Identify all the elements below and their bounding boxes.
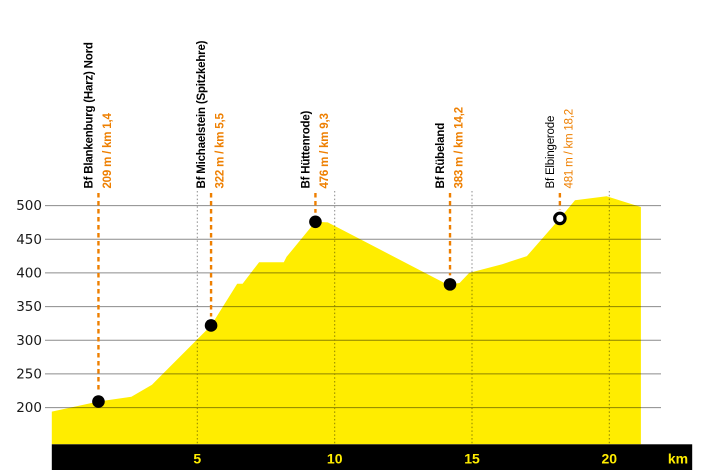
station-elbingerode: Bf Elbingerode 481 m / km 18,2: [545, 109, 575, 226]
x-axis-tick-10: 10: [327, 451, 343, 467]
station-huettenrode: Bf Hüttenrode) 476 m / km 9,3: [300, 110, 331, 229]
y-axis-tick-350: 350: [16, 299, 42, 315]
y-axis-tick-300: 300: [16, 333, 42, 349]
elevation-area: [51, 196, 641, 445]
station-name-label: Bf Michaelstein (Spitzkehre): [196, 40, 208, 188]
station-elevation-km-label: 383 m / km 14,2: [454, 107, 466, 188]
station-name-label: Bf Blankenburg (Harz) Nord: [83, 42, 95, 188]
km-axis-bar: [51, 444, 693, 470]
station-elevation-km-label: 476 m / km 9,3: [319, 113, 331, 188]
station-elevation-km-label: 209 m / km 1,4: [102, 113, 114, 189]
station-name-label: Bf Elbingerode: [545, 116, 557, 189]
y-axis-tick-450: 450: [16, 232, 42, 248]
x-axis-unit-label: km: [668, 451, 688, 467]
y-axis-tick-400: 400: [16, 265, 42, 281]
x-axis-tick-5: 5: [193, 451, 201, 467]
station-marker-filled: [309, 215, 322, 229]
station-marker-filled: [92, 395, 105, 408]
gridlines: [45, 191, 661, 445]
station-name-label: Bf Hüttenrode): [300, 110, 312, 188]
station-marker-filled: [204, 319, 218, 332]
station-name-label: Bf Rübeland: [435, 123, 447, 189]
y-axis-tick-200: 200: [16, 400, 42, 416]
station-elevation-km-label: 481 m / km 18,2: [563, 109, 575, 188]
y-axis-tick-500: 500: [16, 198, 42, 214]
station-marker-open: [553, 211, 567, 226]
y-axis-tick-250: 250: [16, 366, 42, 382]
x-axis-tick-20: 20: [602, 451, 618, 467]
station-marker-filled: [443, 278, 457, 291]
station-elevation-km-label: 322 m / km 5,5: [215, 113, 227, 189]
x-axis-tick-15: 15: [464, 451, 480, 467]
station-blankenburg: Bf Blankenburg (Harz) Nord 209 m / km 1,4: [83, 42, 114, 408]
station-ruebeland: Bf Rübeland 383 m / km 14,2: [435, 107, 466, 291]
station-michaelstein: Bf Michaelstein (Spitzkehre) 322 m / km 5…: [196, 40, 227, 332]
